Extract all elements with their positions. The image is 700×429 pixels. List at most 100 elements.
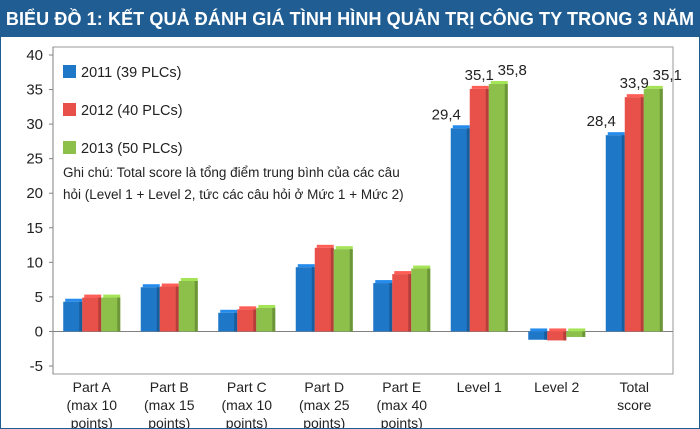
bar-top-face (84, 294, 102, 298)
bar-shade (389, 283, 393, 332)
bar-shade (640, 97, 644, 332)
bar-top-face (645, 85, 663, 89)
y-tick-label: 25 (26, 151, 43, 168)
data-label: 28,4 (587, 113, 616, 130)
bar (101, 297, 121, 332)
bar-top-face (568, 328, 586, 332)
y-tick-label: 15 (26, 220, 43, 237)
category-label: points) (303, 415, 345, 428)
bar-top-face (394, 271, 412, 275)
bar (373, 283, 393, 332)
y-tick-label: 10 (26, 254, 43, 271)
category-label: score (617, 397, 651, 413)
bar-chart: 40 35 30 25 20 15 10 5 0 -5 Part A (max 10 points) Pa… (26, 46, 682, 428)
bar-shade (117, 297, 121, 332)
bar (624, 97, 644, 332)
bar-shade (79, 301, 83, 332)
bar (256, 307, 276, 332)
bar-top-face (375, 280, 393, 284)
category-label: (max 40 (376, 397, 427, 413)
chart-title: BIỂU ĐỒ 1: KẾT QUẢ ĐÁNH GIÁ TÌNH HÌNH QU… (5, 8, 695, 29)
bar (140, 287, 160, 332)
bar-shade (504, 84, 508, 332)
legend-label: 2012 (40 PLCs) (81, 103, 183, 119)
bar-shade (330, 247, 334, 332)
bar (392, 274, 412, 332)
bar-top-face (490, 81, 508, 85)
bar-shade (272, 307, 276, 332)
legend-label: 2013 (50 PLCs) (81, 141, 183, 157)
category-label: (max 25 (299, 397, 350, 413)
bar-top-face (530, 328, 548, 332)
bar-top-face (258, 304, 276, 308)
legend-swatch (63, 141, 76, 154)
bar-shade (582, 331, 586, 337)
bar-shade (311, 267, 315, 332)
category-label: Part B (150, 379, 189, 395)
data-label: 35,1 (465, 67, 494, 84)
bar-shade (659, 88, 663, 332)
y-tick-label: 40 (26, 47, 43, 64)
bar (63, 301, 83, 332)
bar (547, 331, 567, 341)
bar (295, 267, 315, 332)
bar (488, 84, 508, 332)
bar-top-face (607, 132, 625, 136)
bar-shade (349, 249, 353, 332)
y-tick-label: 0 (35, 323, 43, 340)
category-label: Level 2 (534, 379, 579, 395)
y-tick-label: 5 (35, 289, 43, 306)
bar-top-face (161, 283, 179, 287)
bar (450, 128, 470, 332)
bar-top-face (549, 328, 567, 332)
chart-note: Ghi chú: Total score là tổng điểm trung … (63, 165, 400, 180)
bar-shade (563, 331, 567, 341)
bar-top-face (316, 244, 334, 248)
category-label: points) (71, 415, 113, 428)
bar (82, 297, 102, 332)
bar (411, 268, 431, 332)
bar (314, 247, 334, 332)
category-label: Total (619, 379, 649, 395)
bar-shade (156, 287, 160, 332)
bar (643, 88, 663, 332)
data-label: 35,1 (653, 67, 682, 84)
legend-swatch (63, 103, 76, 116)
y-tick-label: 30 (26, 116, 43, 133)
bar (566, 331, 586, 337)
bar (159, 286, 179, 332)
y-tick-label: 35 (26, 82, 43, 99)
bar-top-face (180, 277, 198, 281)
bar-top-face (220, 309, 238, 313)
bar-shade (98, 297, 102, 332)
category-label: Part E (382, 379, 421, 395)
y-tick-label: 20 (26, 185, 43, 202)
bar-shade (621, 135, 625, 332)
bar-top-face (103, 294, 121, 298)
category-label: points) (148, 415, 190, 428)
bar-top-face (413, 265, 431, 269)
data-label: 29,4 (432, 106, 461, 123)
bar (333, 249, 353, 332)
bar-shade (234, 312, 238, 332)
bar (605, 135, 625, 332)
legend-swatch (63, 65, 76, 78)
y-tick-label: -5 (30, 358, 43, 375)
chart-note: hỏi (Level 1 + Level 2, tức các câu hỏi … (63, 187, 404, 202)
category-label: Part D (304, 379, 344, 395)
bar-shade (544, 331, 548, 340)
category-label: (max 10 (66, 397, 117, 413)
bar-top-face (335, 246, 353, 250)
category-label: Part A (73, 379, 112, 395)
bar-top-face (452, 125, 470, 129)
category-label: (max 10 (221, 397, 272, 413)
category-label: (max 15 (144, 397, 195, 413)
legend-label: 2011 (39 PLCs) (81, 65, 181, 81)
data-label: 35,8 (498, 62, 527, 79)
bar (218, 312, 238, 332)
category-label: points) (226, 415, 268, 428)
bar (469, 88, 489, 332)
bar (528, 331, 548, 340)
bar-shade (485, 88, 489, 332)
bar-top-face (142, 284, 160, 288)
